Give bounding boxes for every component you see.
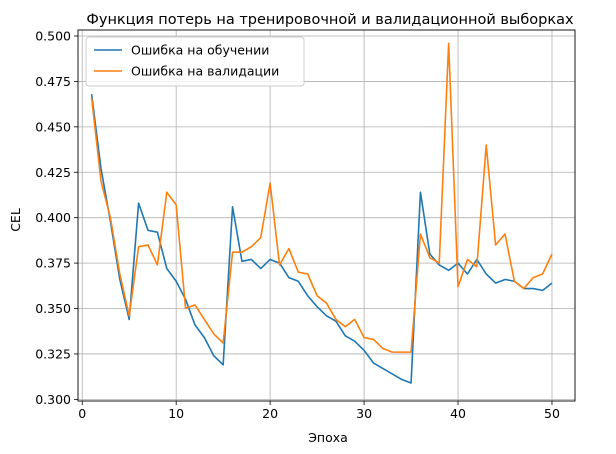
- y-tick-label: 0.425: [35, 165, 71, 180]
- y-tick-label: 0.375: [35, 256, 71, 271]
- x-tick-label: 0: [78, 406, 86, 421]
- series-line-1: [90, 94, 553, 384]
- y-tick-label: 0.325: [35, 346, 71, 361]
- x-tick-label: 50: [544, 406, 560, 421]
- grid: [78, 30, 575, 401]
- y-tick-label: 0.500: [35, 28, 71, 43]
- legend-label-2: Ошибка на валидации: [131, 64, 279, 79]
- y-tick-label: 0.475: [35, 74, 71, 89]
- y-tick-label: 0.350: [35, 301, 71, 316]
- y-tick-label: 0.450: [35, 119, 71, 134]
- x-tick-label: 30: [356, 406, 372, 421]
- chart-title: Функция потерь на тренировочной и валида…: [86, 12, 574, 28]
- legend-label-1: Ошибка на обучении: [131, 43, 269, 58]
- y-tick-label: 0.300: [35, 392, 71, 407]
- x-axis-title: Эпоха: [308, 430, 348, 445]
- x-axis: 0 10 20 30 40 50: [78, 401, 560, 421]
- legend: Ошибка на обучении Ошибка на валидации: [85, 36, 305, 87]
- x-tick-label: 20: [262, 406, 278, 421]
- x-tick-label: 40: [450, 406, 466, 421]
- x-tick-label: 10: [168, 406, 184, 421]
- series-layer: [90, 42, 553, 384]
- y-tick-label: 0.400: [35, 210, 71, 225]
- series-line-2: [90, 42, 553, 353]
- plot-frame: [77, 29, 576, 402]
- legend-box: [85, 36, 305, 87]
- y-axis-title: CEL: [8, 208, 23, 232]
- y-axis: 0.300 0.325 0.350 0.375 0.400 0.425 0.450 0.475…: [35, 28, 78, 407]
